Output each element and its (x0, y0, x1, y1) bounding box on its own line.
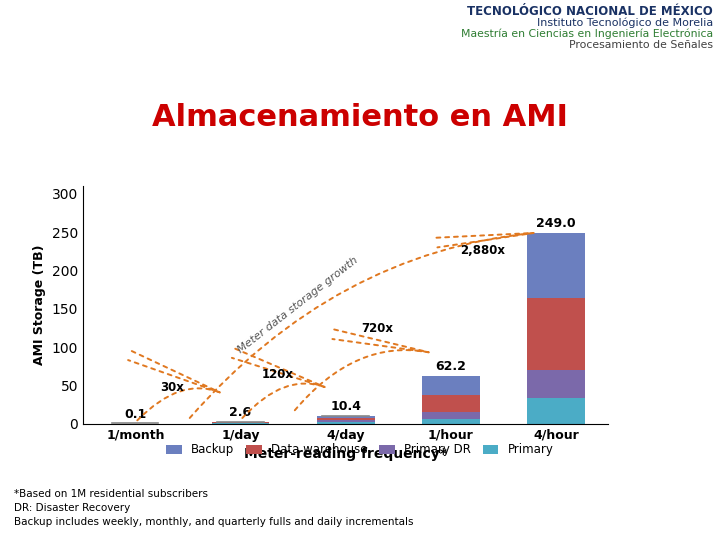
Bar (527, 233, 585, 298)
Bar (317, 418, 374, 420)
Bar (317, 416, 374, 418)
Bar (422, 412, 480, 419)
Bar (317, 422, 374, 424)
Text: Meter data storage growth: Meter data storage growth (236, 255, 360, 355)
Text: DR: Disaster Recovery: DR: Disaster Recovery (14, 503, 130, 514)
Bar (527, 370, 585, 398)
Bar (422, 395, 480, 412)
Text: Backup includes weekly, monthly, and quarterly fulls and daily incrementals: Backup includes weekly, monthly, and qua… (14, 517, 414, 528)
Text: *Based on 1M residential subscribers: *Based on 1M residential subscribers (14, 489, 208, 499)
Text: 120x: 120x (261, 368, 293, 381)
Text: Maestría en Ciencias en Ingeniería Electrónica: Maestría en Ciencias en Ingeniería Elect… (461, 29, 713, 39)
Text: Procesamiento de Señales: Procesamiento de Señales (569, 40, 713, 50)
Text: Almacenamiento en AMI: Almacenamiento en AMI (152, 103, 568, 132)
Text: 2.6: 2.6 (230, 406, 251, 419)
X-axis label: Meter-reading frequency*: Meter-reading frequency* (244, 447, 447, 461)
Bar (527, 298, 585, 370)
Bar (422, 419, 480, 424)
Text: 249.0: 249.0 (536, 217, 576, 230)
Bar (317, 420, 374, 422)
Legend: Backup, Data warehouse, Primary DR, Primary: Backup, Data warehouse, Primary DR, Prim… (162, 439, 558, 461)
Text: 62.2: 62.2 (436, 360, 466, 373)
Text: Instituto Tecnológico de Morelia: Instituto Tecnológico de Morelia (536, 17, 713, 28)
Text: 0.1: 0.1 (125, 408, 146, 421)
Text: 30x: 30x (161, 381, 184, 394)
Bar (422, 376, 480, 395)
Y-axis label: AMI Storage (TB): AMI Storage (TB) (33, 245, 46, 366)
Text: 2,880x: 2,880x (460, 244, 505, 256)
Text: TECNOLÓGICO NACIONAL DE MÉXICO: TECNOLÓGICO NACIONAL DE MÉXICO (467, 5, 713, 18)
Bar (527, 398, 585, 424)
Text: 10.4: 10.4 (330, 400, 361, 413)
Text: 720x: 720x (361, 322, 393, 335)
